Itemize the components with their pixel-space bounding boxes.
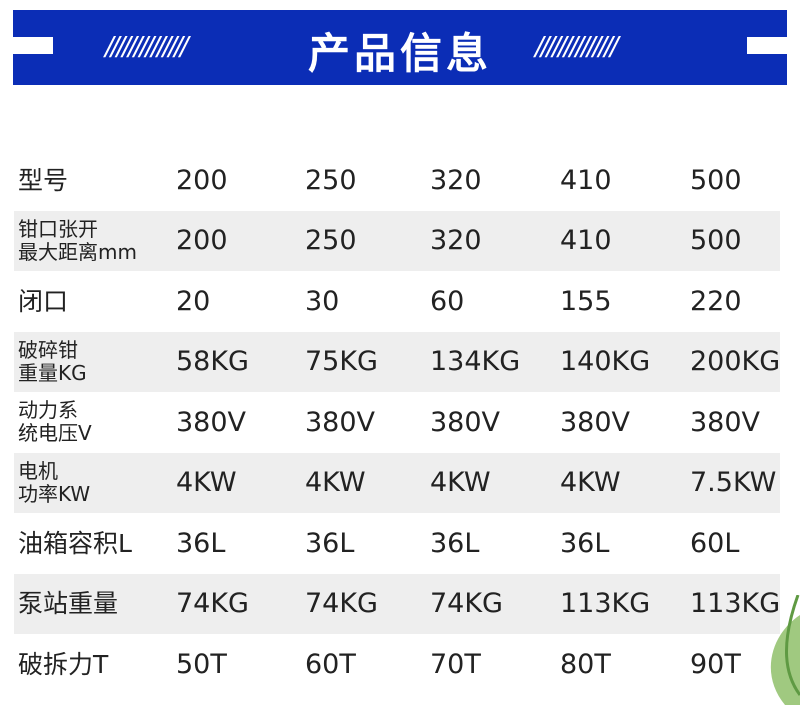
row-label: 电机 功率KW [18, 458, 91, 506]
leaf-decoration-icon [770, 595, 800, 705]
row-value: 90T [690, 648, 741, 680]
row-value: 80T [560, 648, 611, 680]
row-value: 30 [305, 285, 340, 317]
row-value: 500 [690, 164, 742, 196]
row-value: 380V [560, 406, 631, 438]
banner-notch-left [13, 37, 53, 54]
row-value: 4KW [305, 467, 366, 499]
row-value: 320 [430, 164, 482, 196]
row-value: 410 [560, 225, 612, 257]
product-info-banner: ////////////// ////////////// 产品信息 [13, 10, 787, 85]
row-value: 200 [176, 225, 228, 257]
banner-notch-right [747, 37, 787, 54]
row-value: 140KG [560, 346, 651, 378]
row-value: 220 [690, 285, 742, 317]
row-value: 113KG [560, 588, 651, 620]
row-value: 250 [305, 164, 357, 196]
table-row: 破碎钳 重量KG 58KG 75KG 134KG 140KG 200KG [14, 331, 781, 392]
row-value: 500 [690, 225, 742, 257]
row-value: 113KG [690, 588, 781, 620]
row-value: 4KW [560, 467, 621, 499]
banner-title: 产品信息 [307, 29, 492, 78]
row-label: 破拆力T [18, 649, 109, 679]
row-value: 4KW [176, 467, 237, 499]
table-row: 油箱容积L 36L 36L 36L 36L 60L [14, 513, 780, 574]
row-value: 75KG [305, 346, 378, 378]
row-value: 320 [430, 225, 482, 257]
table-row: 动力系 统电压V 380V 380V 380V 380V 380V [14, 392, 780, 453]
row-label: 泵站重量 [18, 589, 119, 619]
row-value: 70T [430, 648, 481, 680]
row-value: 380V [430, 406, 501, 438]
row-value: 36L [176, 527, 226, 559]
row-value: 155 [560, 285, 612, 317]
row-value: 74KG [430, 588, 503, 620]
row-value: 60L [690, 527, 740, 559]
table-row: 闭口 20 30 60 155 220 [14, 271, 780, 332]
table-row: 泵站重量 74KG 74KG 74KG 113KG 113KG [14, 573, 781, 634]
row-value: 36L [305, 527, 355, 559]
row-label: 破碎钳 重量KG [18, 337, 87, 385]
row-value: 200KG [690, 346, 781, 378]
row-value: 60 [430, 285, 465, 317]
row-value: 4KW [430, 467, 491, 499]
table-row: 型号 200 250 320 410 500 [14, 150, 780, 211]
row-label: 钳口张开 最大距离mm [18, 216, 137, 264]
row-value: 74KG [176, 588, 249, 620]
table-row: 破拆力T 50T 60T 70T 80T 90T [14, 634, 780, 695]
row-value: 250 [305, 225, 357, 257]
row-value: 60T [305, 648, 356, 680]
row-value: 20 [176, 285, 211, 317]
row-value: 36L [560, 527, 610, 559]
spec-table: 型号 200 250 320 410 500 钳口张开 最大距离mm 200 250 320 410… [14, 150, 780, 695]
row-label: 型号 [18, 165, 69, 195]
row-label: 闭口 [18, 286, 69, 316]
row-value: 134KG [430, 346, 521, 378]
row-label: 动力系 统电压V [18, 398, 92, 446]
row-value: 58KG [176, 346, 249, 378]
banner-slashes-right: ////////////// [535, 32, 619, 62]
banner-slashes-left: ////////////// [105, 32, 189, 62]
row-label: 油箱容积L [18, 528, 132, 558]
row-value: 50T [176, 648, 227, 680]
row-value: 36L [430, 527, 480, 559]
row-value: 74KG [305, 588, 378, 620]
row-value: 380V [305, 406, 376, 438]
row-value: 7.5KW [690, 467, 777, 499]
table-row: 电机 功率KW 4KW 4KW 4KW 4KW 7.5KW [14, 452, 780, 513]
row-value: 380V [690, 406, 761, 438]
row-value: 380V [176, 406, 247, 438]
row-value: 410 [560, 164, 612, 196]
table-row: 钳口张开 最大距离mm 200 250 320 410 500 [14, 210, 780, 271]
row-value: 200 [176, 164, 228, 196]
